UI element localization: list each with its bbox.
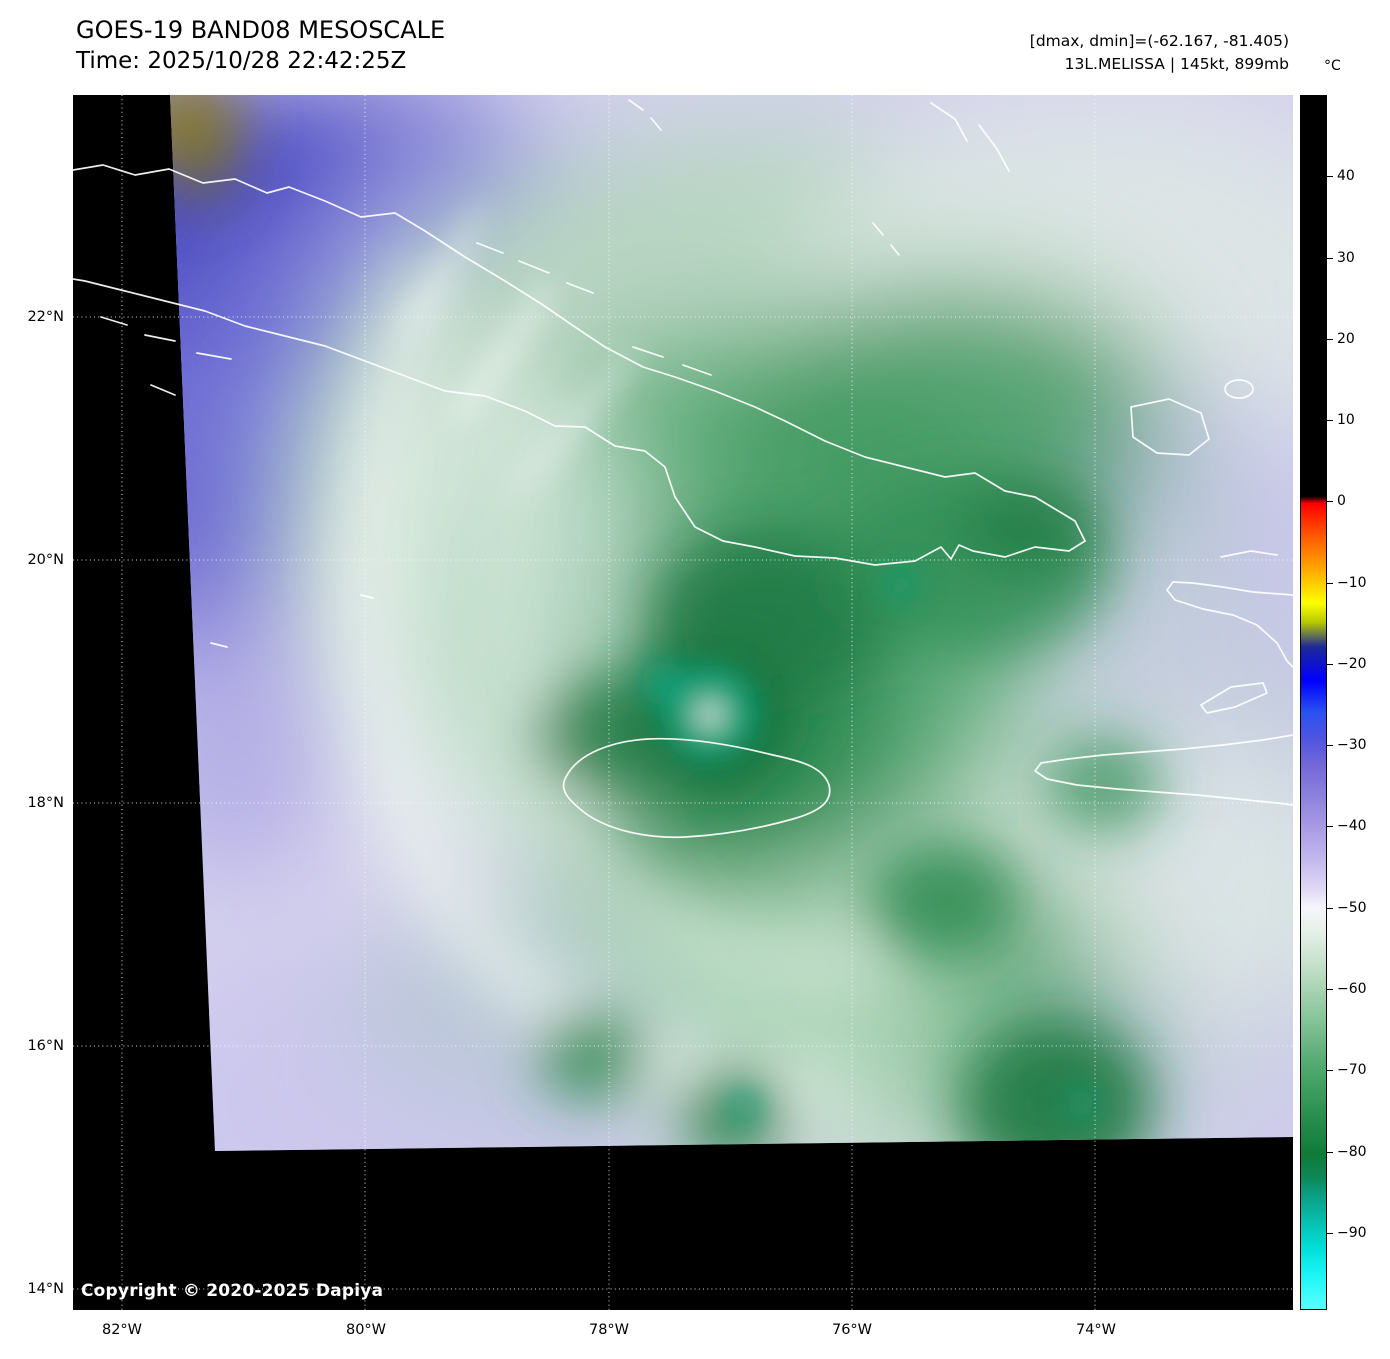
colorbar-tick-mark bbox=[1327, 501, 1333, 503]
colorbar-tick-mark bbox=[1327, 989, 1333, 991]
colorbar-tick-mark bbox=[1327, 664, 1333, 666]
colorbar-tick-n90: −90 bbox=[1337, 1225, 1367, 1241]
colorbar-tick-30: 30 bbox=[1337, 250, 1355, 266]
cayman-islands bbox=[210, 594, 374, 648]
colorbar-tick-mark bbox=[1327, 1152, 1333, 1154]
colorbar-tick-mark bbox=[1327, 745, 1333, 747]
colorbar-tick-mark bbox=[1327, 1070, 1333, 1072]
lon-tick-74w: 74°W bbox=[1075, 1322, 1117, 1338]
colorbar-tick-n30: −30 bbox=[1337, 737, 1367, 753]
colorbar-tick-n60: −60 bbox=[1337, 981, 1367, 997]
lat-tick-14n: 14°N bbox=[27, 1281, 64, 1297]
cuba-south-coast bbox=[73, 278, 1086, 566]
lat-tick-18n: 18°N bbox=[27, 795, 64, 811]
colorbar-unit-label: °C bbox=[1324, 58, 1341, 74]
colorbar-tick-n20: −20 bbox=[1337, 656, 1367, 672]
grid-lines bbox=[73, 95, 1293, 1310]
storm-info: 13L.MELISSA | 145kt, 899mb bbox=[1064, 55, 1289, 73]
colorbar-tick-n40: −40 bbox=[1337, 818, 1367, 834]
little-inagua-island bbox=[1224, 379, 1254, 399]
lon-tick-76w: 76°W bbox=[831, 1322, 873, 1338]
haiti-northwest-coast bbox=[1166, 581, 1293, 668]
colorbar-tick-mark bbox=[1327, 176, 1333, 178]
colorbar bbox=[1300, 95, 1327, 1310]
great-inagua-island bbox=[1130, 398, 1210, 456]
colorbar-tick-mark bbox=[1327, 258, 1333, 260]
lat-tick-20n: 20°N bbox=[27, 552, 64, 568]
colorbar-tick-n50: −50 bbox=[1337, 900, 1367, 916]
lon-tick-82w: 82°W bbox=[101, 1322, 143, 1338]
tortuga-island bbox=[1220, 550, 1278, 558]
colorbar-tick-0: 0 bbox=[1337, 493, 1346, 509]
colorbar-tick-n70: −70 bbox=[1337, 1062, 1367, 1078]
title-block: GOES-19 BAND08 MESOSCALE Time: 2025/10/2… bbox=[76, 14, 445, 77]
plot-title: GOES-19 BAND08 MESOSCALE bbox=[76, 16, 446, 44]
gonave-island bbox=[1200, 682, 1268, 714]
imagery-svg bbox=[73, 95, 1293, 1310]
colorbar-tick-n10: −10 bbox=[1337, 575, 1367, 591]
satellite-map: Copyright © 2020-2025 Dapiya bbox=[73, 95, 1293, 1310]
haiti-south-peninsula bbox=[1034, 734, 1293, 806]
lat-tick-22n: 22°N bbox=[27, 309, 64, 325]
cuba-north-coast bbox=[73, 164, 1086, 542]
colorbar-tick-20: 20 bbox=[1337, 331, 1355, 347]
lat-tick-16n: 16°N bbox=[27, 1038, 64, 1054]
colorbar-tick-40: 40 bbox=[1337, 168, 1355, 184]
colorbar-tick-mark bbox=[1327, 339, 1333, 341]
coastlines bbox=[73, 99, 1293, 839]
colorbar-tick-mark bbox=[1327, 1233, 1333, 1235]
colorbar-tick-mark bbox=[1327, 826, 1333, 828]
copyright-watermark: Copyright © 2020-2025 Dapiya bbox=[81, 1281, 384, 1301]
lon-tick-80w: 80°W bbox=[345, 1322, 387, 1338]
colorbar-tick-10: 10 bbox=[1337, 412, 1355, 428]
bahamas-fragments bbox=[628, 99, 1010, 256]
range-info: [dmax, dmin]=(-62.167, -81.405) bbox=[1029, 32, 1289, 50]
lon-tick-78w: 78°W bbox=[588, 1322, 630, 1338]
canarreos-cays bbox=[100, 316, 232, 396]
colorbar-tick-mark bbox=[1327, 420, 1333, 422]
colorbar-tick-n80: −80 bbox=[1337, 1144, 1367, 1160]
info-block: [dmax, dmin]=(-62.167, -81.405) 13L.MELI… bbox=[1030, 30, 1289, 76]
cloud-field bbox=[170, 95, 1293, 1151]
cuba-cays bbox=[476, 242, 712, 376]
plot-time: Time: 2025/10/28 22:42:25Z bbox=[76, 48, 407, 74]
colorbar-tick-mark bbox=[1327, 583, 1333, 585]
colorbar-tick-mark bbox=[1327, 908, 1333, 910]
